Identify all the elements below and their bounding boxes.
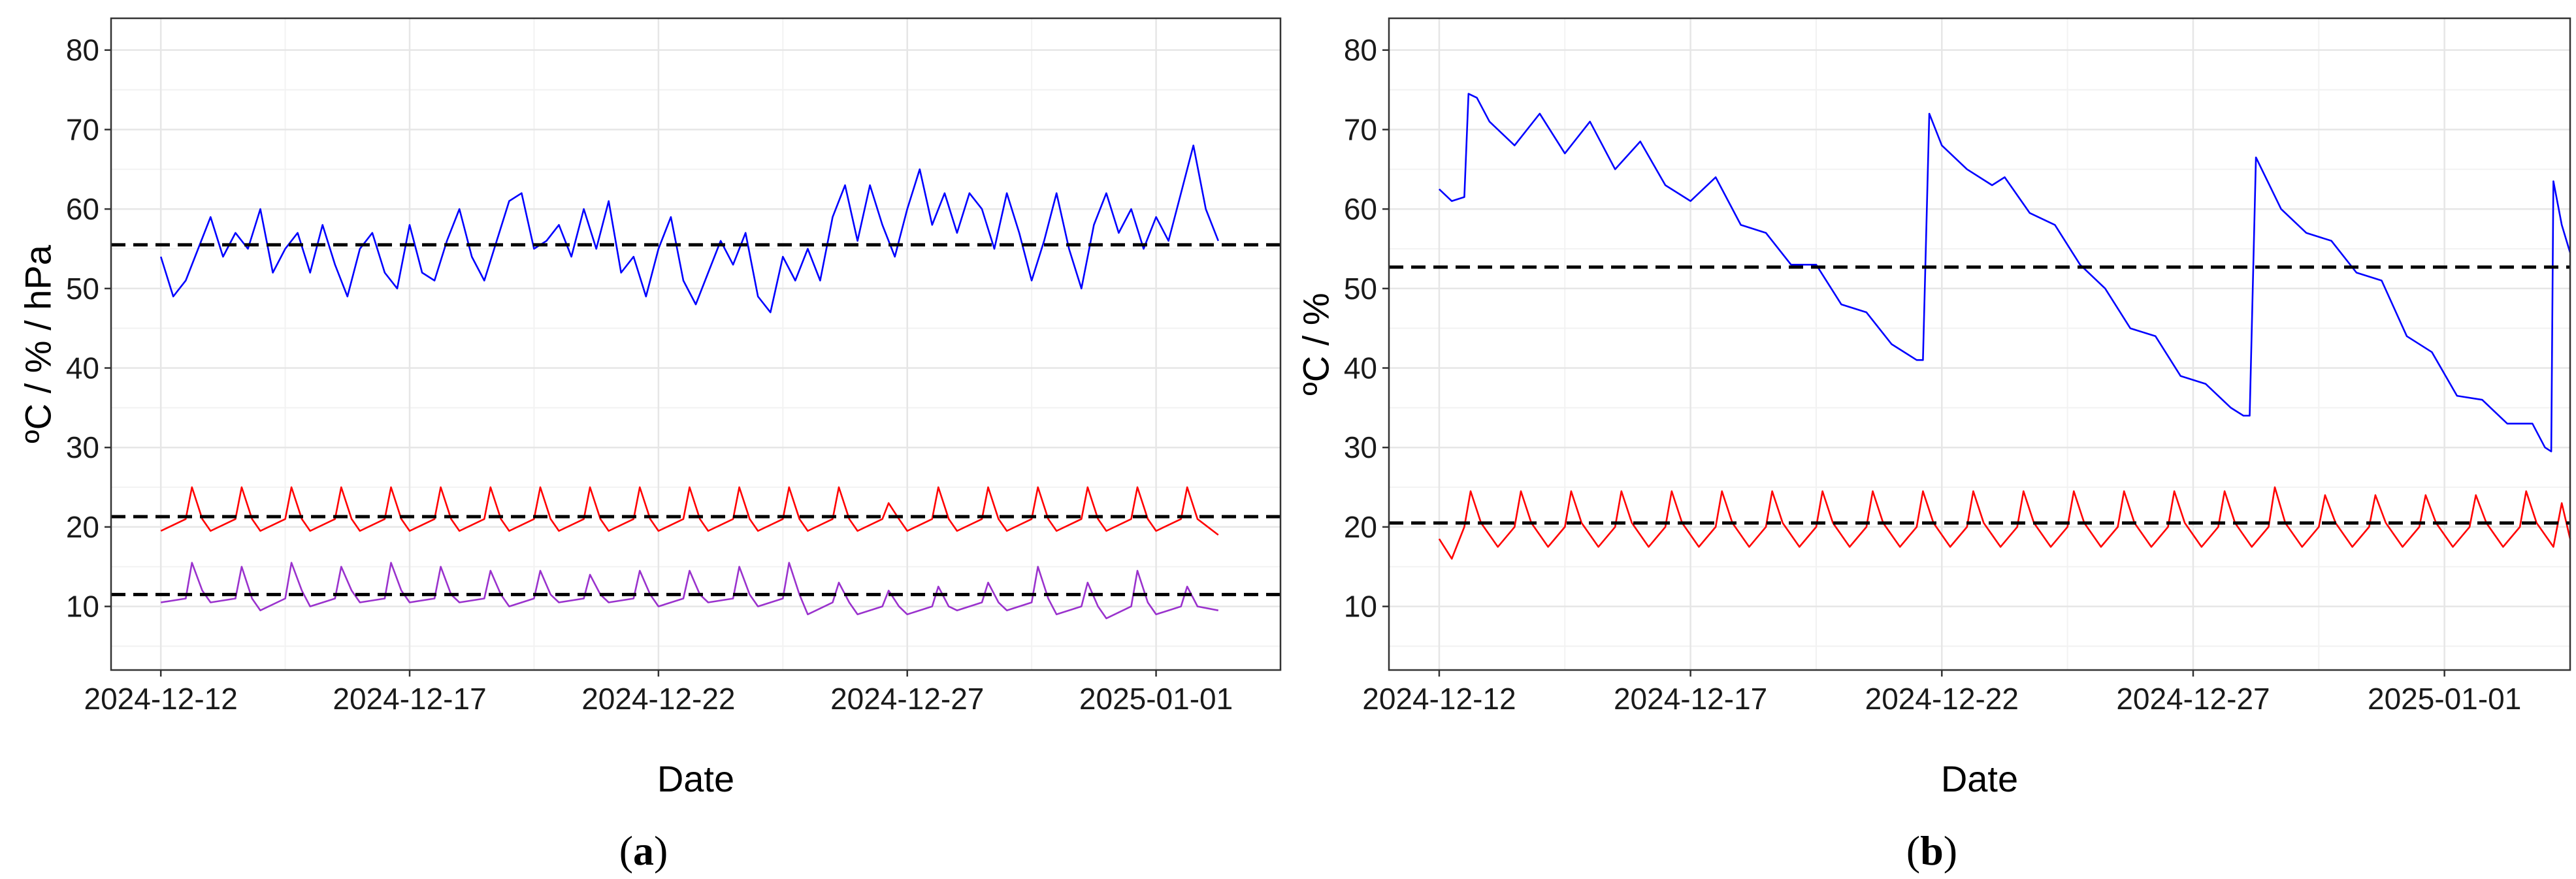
y-tick-label: 80 — [1344, 33, 1377, 67]
gridlines — [111, 18, 1280, 670]
y-tick-label: 30 — [1344, 430, 1377, 464]
panel-label: (a) — [619, 827, 668, 874]
plot-frame — [1388, 17, 2571, 671]
y-tick-label: 70 — [1344, 112, 1377, 146]
y-tick-label: 50 — [1344, 272, 1377, 306]
x-tick-label: 2024-12-12 — [84, 682, 238, 716]
x-tick-label: 2024-12-17 — [1614, 682, 1767, 716]
chart-a-svg: 10 20 30 40 50 60 70 80 2024-12-12 2024-12-17 2024… — [18, 17, 1282, 874]
y-tick-label: 40 — [66, 351, 99, 385]
series-line-0 — [159, 144, 1220, 313]
plot-frame — [110, 17, 1282, 671]
y-tick-label: 60 — [66, 192, 99, 226]
x-tick-label: 2024-12-22 — [1865, 682, 2019, 716]
x-tick-label: 2024-12-12 — [1362, 682, 1516, 716]
x-axis-title: Date — [1941, 758, 2018, 799]
y-tick-label: 70 — [66, 112, 99, 146]
y-axis-title: ºC / % / hPa — [18, 244, 59, 443]
plot-area — [111, 18, 1280, 670]
series-line-1 — [160, 486, 1219, 536]
y-tick-label: 40 — [1344, 351, 1377, 385]
x-tick-label: 2025-01-01 — [1079, 682, 1233, 716]
plot-area — [1389, 18, 2570, 670]
panel-label: (b) — [1906, 827, 1957, 874]
series-line-2 — [160, 562, 1219, 620]
y-tick-label: 10 — [66, 590, 99, 624]
x-tick-label: 2024-12-22 — [581, 682, 735, 716]
y-tick-label: 30 — [66, 430, 99, 464]
series-line-0 — [1439, 93, 2571, 453]
y-tick-label: 10 — [1344, 590, 1377, 624]
x-tick-label: 2024-12-17 — [333, 682, 486, 716]
y-tick-label: 20 — [66, 510, 99, 544]
x-tick-label: 2024-12-27 — [2116, 682, 2270, 716]
x-tick-label: 2024-12-27 — [830, 682, 984, 716]
y-axis-title: ºC / % — [1296, 293, 1337, 395]
chart-panel-b: 10 20 30 40 50 60 70 80 2024-12-12 2024-12-17 2024… — [1288, 0, 2576, 879]
y-tick-label: 50 — [66, 272, 99, 306]
y-tick-label: 80 — [66, 33, 99, 67]
gridlines — [1389, 18, 2570, 670]
chart-panel-a: 10 20 30 40 50 60 70 80 2024-12-12 2024-12-17 2024… — [18, 17, 1282, 874]
y-tick-label: 60 — [1344, 192, 1377, 226]
chart-b-svg: 10 20 30 40 50 60 70 80 2024-12-12 2024-12-17 2024… — [1296, 17, 2571, 874]
series-line-1 — [1438, 486, 2571, 560]
x-tick-label: 2025-01-01 — [2368, 682, 2521, 716]
x-axis-title: Date — [657, 758, 734, 799]
y-tick-label: 20 — [1344, 510, 1377, 544]
